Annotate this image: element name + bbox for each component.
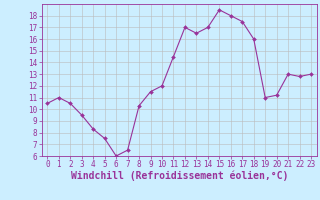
X-axis label: Windchill (Refroidissement éolien,°C): Windchill (Refroidissement éolien,°C)	[70, 171, 288, 181]
